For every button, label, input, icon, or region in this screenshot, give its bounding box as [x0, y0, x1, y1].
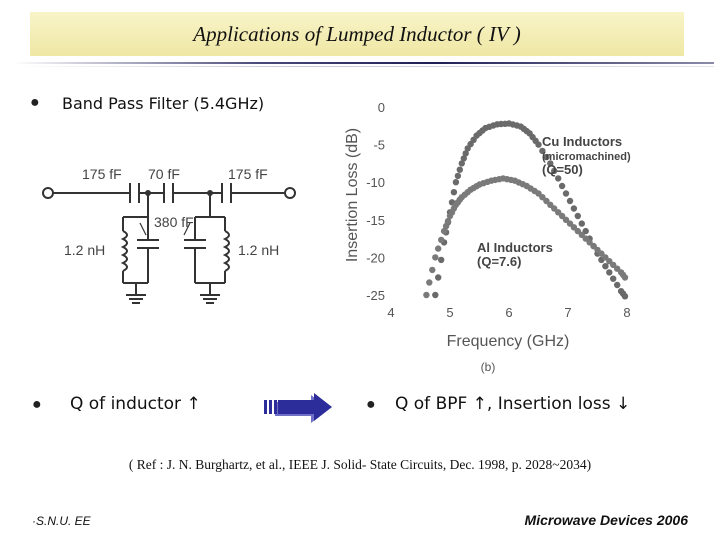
- al-series-label: Al Inductors: [477, 240, 553, 255]
- al-series-point: [440, 227, 448, 235]
- cu-series-point: [578, 220, 585, 227]
- implies-arrow-icon: [264, 393, 332, 423]
- al-series-point: [610, 261, 617, 269]
- cu-series-point: [460, 155, 467, 162]
- cu-series-point: [543, 153, 550, 161]
- al-series-point: [438, 236, 445, 244]
- al-series-point: [621, 274, 629, 281]
- reference-citation: ( Ref : J. N. Burghartz, et al., IEEE J.…: [128, 457, 592, 472]
- cu-series-point: [454, 172, 462, 180]
- al-series-point: [435, 245, 442, 252]
- footer-course: Microwave Devices 2006: [524, 512, 688, 528]
- cu-series-label: Cu Inductors: [542, 134, 622, 149]
- cu-series-point: [535, 141, 542, 148]
- slide-title: Applications of Lumped Inductor ( IV ): [193, 22, 521, 46]
- x-tick-label: 8: [623, 305, 630, 320]
- cu-series-point: [462, 150, 469, 157]
- cu-series-point: [606, 269, 613, 276]
- cap-right-label: 175 fF: [228, 166, 268, 182]
- y-tick-label: -10: [366, 175, 385, 190]
- inductor-left-label: 1.2 nH: [64, 242, 105, 258]
- al-series-point: [426, 279, 433, 286]
- cu-series-point: [602, 263, 609, 270]
- al-series-point: [429, 266, 436, 274]
- x-tick-label: 4: [387, 305, 394, 320]
- y-tick-label: -20: [366, 250, 385, 265]
- cap-left-label: 175 fF: [82, 166, 122, 182]
- bullet-q-inductor: Q of inductor ↑: [70, 394, 201, 414]
- bpf-circuit-diagram: 175 fF 70 fF 175 fF 380 fF 1.2 nH 1.2 nH: [42, 166, 296, 304]
- y-axis-label: Insertion Loss (dB): [344, 128, 361, 262]
- bullet-dot-2: ●: [32, 396, 42, 413]
- cu-series-point: [539, 147, 546, 155]
- cu-series-point: [456, 166, 463, 173]
- bullet-dot-3: ●: [366, 396, 376, 413]
- y-tick-label: -5: [373, 138, 385, 153]
- al-series-point: [539, 194, 546, 201]
- cu-series-point: [551, 167, 558, 175]
- cu-series-point: [452, 179, 460, 186]
- al-series-point: [423, 291, 430, 299]
- cu-series-point: [558, 182, 566, 190]
- al-series-point: [432, 254, 439, 261]
- y-tick-label: -15: [366, 213, 385, 228]
- footer-institution: ·S.N.U. EE: [32, 514, 91, 528]
- x-tick-label: 7: [564, 305, 571, 320]
- cu-series-point: [566, 197, 574, 205]
- cu-series-point: [621, 293, 629, 300]
- al-series-point: [562, 216, 570, 223]
- cu-series-point: [547, 160, 554, 167]
- inductor-right-label: 1.2 nH: [238, 242, 279, 258]
- insertion-loss-chart: 0 -5 -10 -15 -20 -254 5 6 7 8 Cu Inductors (microm…: [344, 100, 631, 374]
- cap-mid-label: 70 fF: [148, 166, 180, 182]
- chart-caption: (b): [481, 360, 496, 374]
- al-series-label: (Q=7.6): [477, 254, 521, 269]
- y-tick-label: 0: [378, 100, 385, 115]
- cu-series-point: [435, 274, 442, 281]
- x-axis-label: Frequency (GHz): [447, 333, 570, 350]
- x-tick-label: 5: [446, 305, 453, 320]
- bullet-q-bpf: Q of BPF ↑, Insertion loss ↓: [395, 394, 631, 414]
- al-series-point: [444, 217, 452, 225]
- cu-series-point: [438, 256, 445, 264]
- cu-series-point: [614, 281, 621, 289]
- cu-series-point: [610, 275, 617, 282]
- al-series-point: [598, 250, 605, 257]
- cu-series-label: (micromachined): [542, 151, 631, 163]
- title-underline-light: [14, 66, 714, 67]
- bullet-dot-1: ●: [30, 94, 40, 111]
- cu-series-point: [450, 189, 458, 196]
- cap-shunt-label: 380 fF: [154, 214, 194, 230]
- cu-series-point: [574, 212, 581, 220]
- cu-series-point: [562, 190, 570, 197]
- al-series-point: [551, 205, 558, 212]
- y-tick-label: -25: [366, 288, 385, 303]
- cu-series-label: (Q=50): [542, 162, 583, 177]
- title-underline: [14, 62, 714, 64]
- cu-series-point: [458, 160, 465, 167]
- cu-series-point: [570, 205, 578, 212]
- al-series-point: [442, 222, 450, 230]
- x-tick-label: 6: [505, 305, 512, 320]
- title-bar: Applications of Lumped Inductor ( IV ): [30, 12, 684, 56]
- cu-series-point: [432, 291, 439, 299]
- cu-series-point: [555, 175, 562, 182]
- bullet-band-pass-filter: Band Pass Filter (5.4GHz): [62, 94, 265, 113]
